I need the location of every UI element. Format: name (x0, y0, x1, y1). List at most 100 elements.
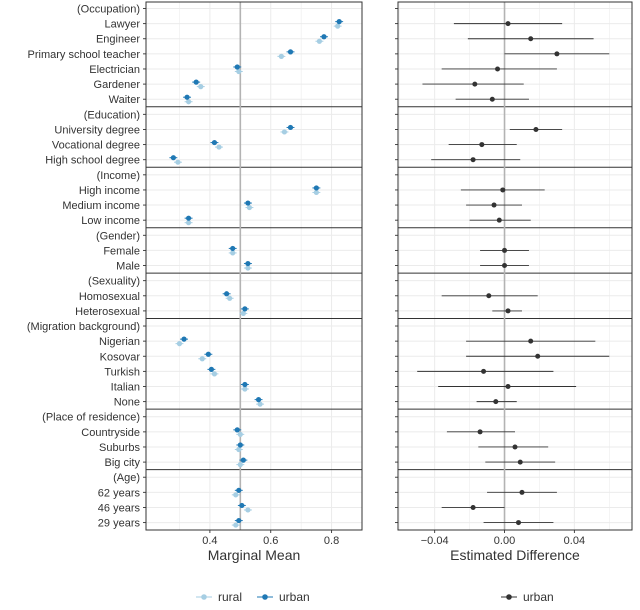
row-label: Engineer (96, 34, 140, 46)
row-label: Low income (81, 215, 140, 227)
urban-point-female (230, 245, 236, 252)
diff-point-male (502, 263, 508, 269)
urban-point-electrician (234, 64, 240, 70)
label-layer: (Occupation) Lawyer Engineer Primary school… (27, 4, 141, 530)
row-label: Vocational degree (52, 140, 140, 152)
group-header-label: (Gender) (96, 230, 140, 242)
group-header-label: (Age) (113, 472, 140, 484)
row-label: Homosexual (79, 291, 140, 303)
urban-point-62-years (236, 487, 242, 493)
diff-point-turkish (481, 368, 487, 374)
rural-legend-key (201, 594, 207, 600)
row-label: Big city (105, 457, 141, 469)
row-label: Italian (111, 382, 140, 394)
diff-point-kosovar (535, 353, 541, 359)
row-label: Waiter (109, 94, 141, 106)
diff-point-medium-income (491, 202, 497, 208)
row-label: Lawyer (105, 19, 141, 31)
rural-point-turkish (211, 371, 218, 377)
row-label: 62 years (98, 487, 141, 499)
row-label: University degree (54, 124, 140, 136)
row-label: Primary school teacher (28, 49, 141, 61)
rural-point-heterosexual (240, 310, 246, 316)
diff-point-high-income (500, 187, 506, 193)
rural-point-29-years (233, 522, 239, 528)
rural-point-46-years (245, 507, 251, 513)
urban-point-46-years (239, 502, 245, 509)
mark-layer (169, 19, 610, 528)
urban-point-vocational-degree (211, 139, 218, 146)
urban-point-low-income (185, 215, 192, 221)
row-label: 46 years (98, 502, 141, 514)
difference-panel-frame (397, 1, 633, 531)
rural-point-nigerian (176, 341, 183, 347)
diff-point-vocational-degree (479, 142, 485, 148)
rural-point-suburbs (236, 446, 242, 453)
urban-point-turkish (208, 366, 215, 372)
row-label: Female (103, 245, 140, 257)
diff-point-nigerian (528, 338, 534, 344)
rural-point-homosexual (227, 295, 233, 301)
diff-point-female (502, 247, 508, 253)
diff-point-countryside (477, 429, 483, 435)
rural-point-62-years (233, 492, 239, 498)
x-tick-label: 0.04 (564, 535, 585, 547)
diff-point-primary-school-teacher (554, 51, 560, 57)
diff-point-high-school-degree (470, 157, 476, 163)
group-header-label: (Place of residence) (42, 412, 140, 424)
group-header-label: (Migration background) (27, 321, 140, 333)
urban-point-29-years (236, 517, 242, 524)
urban-point-homosexual (224, 291, 230, 297)
marginal-mean-panel-frame (145, 1, 363, 531)
urban-point-waiter (184, 94, 190, 100)
diff-point-waiter (489, 96, 495, 102)
diff-point-engineer (528, 36, 534, 42)
rural-point-engineer (316, 38, 323, 44)
diff-point-lawyer (505, 21, 511, 27)
rural-legend-label: rural (218, 590, 242, 604)
rural-point-medium-income (246, 204, 253, 211)
rural-point-big-city (237, 462, 243, 468)
diff-point-29-years (515, 520, 521, 526)
frame-layer (145, 1, 633, 531)
rural-point-countryside (237, 431, 243, 437)
row-label: Kosovar (100, 351, 141, 363)
urban-point-suburbs (237, 442, 243, 448)
urban-point-gardener (193, 79, 199, 85)
row-label: Medium income (62, 200, 140, 212)
diff-point-homosexual (486, 293, 492, 299)
row-label: Nigerian (99, 336, 140, 348)
row-label: Electrician (89, 64, 140, 76)
legend-layer: rural urban urban (196, 590, 554, 604)
diff-point-62-years (519, 489, 525, 495)
separator-layer (146, 106, 632, 471)
rural-point-high-income (313, 189, 319, 196)
rural-point-lawyer (335, 23, 341, 29)
row-label: 29 years (98, 518, 141, 530)
rural-point-female (230, 250, 236, 256)
diff-point-gardener (472, 81, 478, 87)
row-label: Male (116, 261, 140, 273)
row-label: Suburbs (99, 442, 140, 454)
diff-point-46-years (470, 504, 476, 510)
row-label: Countryside (81, 427, 140, 439)
rural-point-primary-school-teacher (278, 53, 284, 59)
diff-point-university-degree (533, 126, 539, 132)
axis-layer: 0.4 0.6 0.8 Marginal Mean −0.04 0.00 0.04Estim… (143, 8, 585, 563)
urban-point-nigerian (181, 336, 187, 342)
urban-point-kosovar (205, 351, 211, 357)
row-label: Heterosexual (75, 306, 140, 318)
rural-point-university-degree (281, 129, 288, 135)
rural-point-italian (242, 386, 248, 392)
urban-point-high-school-degree (170, 155, 176, 161)
urban-point-heterosexual (242, 306, 248, 312)
difference-urban-legend-label: urban (523, 590, 554, 604)
group-header-label: (Occupation) (77, 4, 140, 16)
difference-urban-legend-key (506, 594, 512, 600)
x-tick-label: 0.00 (494, 535, 515, 547)
difference-axis-title: Estimated Difference (450, 547, 580, 563)
urban-point-medium-income (245, 200, 251, 206)
diff-point-electrician (495, 66, 501, 72)
x-tick-label: 0.4 (202, 535, 217, 547)
